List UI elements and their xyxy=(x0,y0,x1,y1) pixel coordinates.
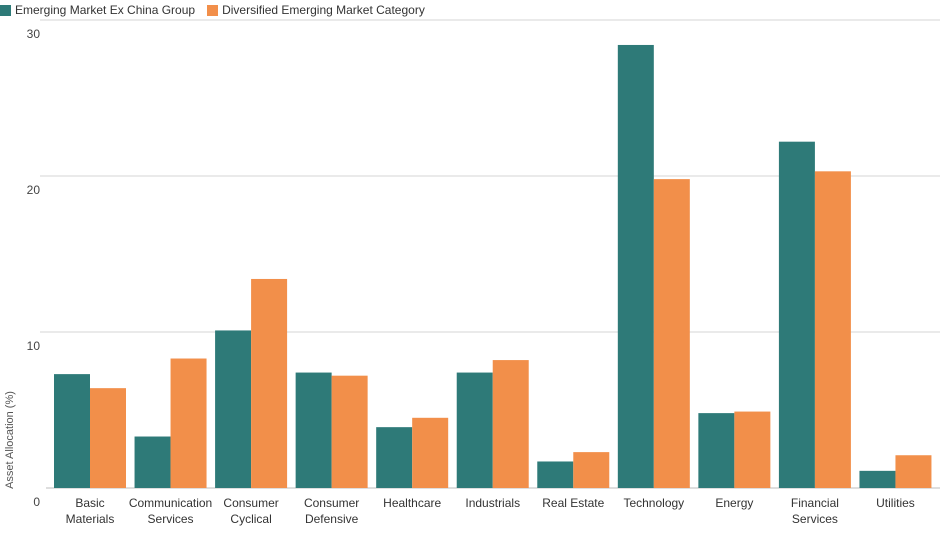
bar-2-9 xyxy=(814,171,851,488)
bar-2-1 xyxy=(170,358,207,488)
bar-1-3 xyxy=(295,372,332,488)
legend-swatch-series-2 xyxy=(207,4,219,16)
legend-label-series-1: Emerging Market Ex China Group xyxy=(15,3,196,17)
x-tick-label-4: Healthcare xyxy=(383,496,441,510)
x-tick-label-2: Consumer Cyclical xyxy=(223,496,278,526)
bar-2-0 xyxy=(90,388,126,488)
y-tick-label-20: 20 xyxy=(27,183,41,197)
x-tick-label-8: Energy xyxy=(715,496,753,510)
x-tick-label-3: Consumer Defensive xyxy=(304,496,359,526)
bar-1-1 xyxy=(134,436,171,488)
bar-1-6 xyxy=(537,461,574,488)
x-tick-label-7: Technology xyxy=(623,496,684,510)
bar-2-10 xyxy=(895,455,932,488)
y-tick-label-10: 10 xyxy=(27,339,41,353)
bar-1-10 xyxy=(859,470,896,488)
bar-2-3 xyxy=(331,375,368,488)
x-tick-label-5: Industrials xyxy=(465,496,520,510)
bar-1-0 xyxy=(54,374,90,488)
bar-1-5 xyxy=(456,372,493,488)
x-tick-label-6: Real Estate xyxy=(542,496,604,510)
bar-2-4 xyxy=(412,417,449,488)
bar-2-2 xyxy=(251,278,288,488)
bar-1-4 xyxy=(376,427,413,488)
x-tick-label-0: Basic Materials xyxy=(66,496,115,526)
legend-item-series-1: Emerging Market Ex China Group xyxy=(0,3,195,17)
x-tick-label-1: Communication Services xyxy=(129,496,212,526)
x-tick-label-10: Utilities xyxy=(876,496,915,510)
bar-1-8 xyxy=(698,413,735,488)
bar-1-7 xyxy=(617,44,654,489)
x-tick-label-9: Financial Services xyxy=(791,496,839,526)
y-tick-label-0: 0 xyxy=(33,495,40,509)
y-axis-label: Asset Allocation (%) xyxy=(4,391,16,489)
bar-1-9 xyxy=(778,141,815,488)
legend-item-series-2: Diversified Emerging Market Category xyxy=(207,3,425,17)
legend-label-series-2: Diversified Emerging Market Category xyxy=(222,3,425,17)
bar-1-2 xyxy=(215,330,252,488)
bar-2-7 xyxy=(653,179,690,488)
legend: Emerging Market Ex China Group Diversifi… xyxy=(0,2,437,18)
bar-2-6 xyxy=(573,452,610,488)
legend-swatch-series-1 xyxy=(0,4,11,16)
bar-2-8 xyxy=(734,411,771,488)
y-tick-label-30: 30 xyxy=(27,27,41,41)
bar-2-5 xyxy=(492,360,529,488)
